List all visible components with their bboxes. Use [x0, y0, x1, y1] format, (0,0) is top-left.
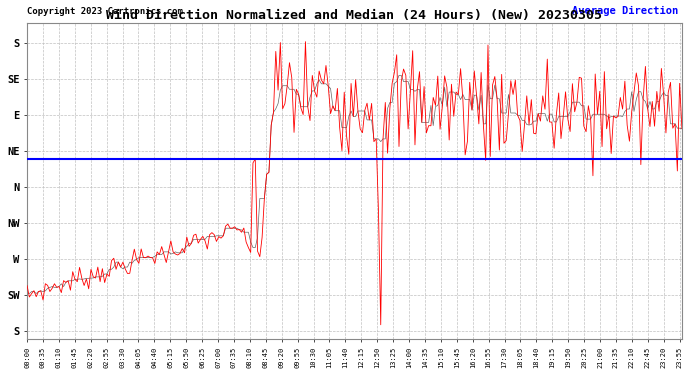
- Text: Copyright 2023 Cartronics.com: Copyright 2023 Cartronics.com: [27, 8, 183, 16]
- Text: Average Direction: Average Direction: [573, 6, 679, 16]
- Title: Wind Direction Normalized and Median (24 Hours) (New) 20230305: Wind Direction Normalized and Median (24…: [106, 9, 602, 22]
